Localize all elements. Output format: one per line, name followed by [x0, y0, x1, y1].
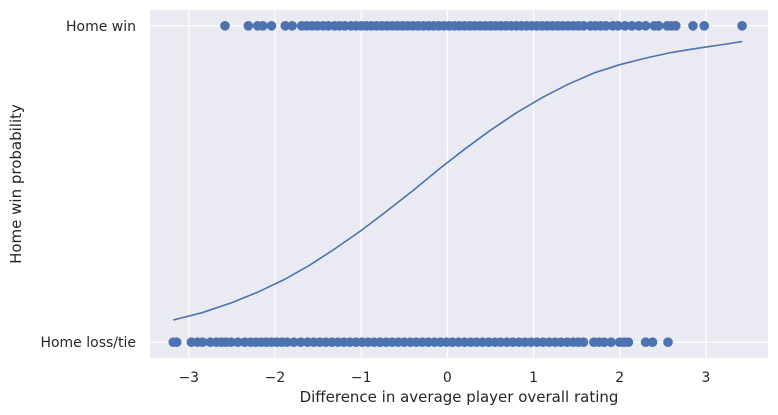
x-tick-label: 0 — [443, 370, 452, 386]
x-tick-label: 1 — [529, 370, 538, 386]
data-point — [289, 337, 299, 348]
data-point — [699, 21, 709, 31]
tick-labels: −3 −2 −1 0 1 2 3 Home loss/tie Home win — [40, 19, 710, 386]
data-point — [647, 337, 658, 348]
data-point — [243, 21, 254, 31]
data-point — [599, 337, 609, 348]
data-point — [233, 337, 243, 348]
plot-area — [150, 10, 768, 358]
x-tick-label: −1 — [351, 370, 372, 386]
data-point — [296, 337, 306, 348]
fitted-curve — [173, 40, 743, 321]
data-point — [671, 21, 681, 31]
x-tick-label: −3 — [178, 370, 199, 386]
data-point — [688, 21, 698, 31]
data-point — [171, 337, 182, 348]
y-tick-label: Home win — [66, 19, 136, 35]
data-point — [601, 21, 611, 31]
data-point — [653, 21, 664, 31]
data-point — [220, 21, 230, 31]
data-point — [663, 337, 673, 348]
data-point — [640, 21, 651, 31]
data-point — [623, 337, 634, 348]
data-point — [226, 337, 236, 348]
data-point — [287, 21, 298, 31]
data-point — [737, 21, 747, 31]
data-point — [578, 21, 589, 31]
data-point — [282, 337, 292, 348]
data-point — [627, 21, 637, 31]
y-tick-label: Home loss/tie — [40, 335, 136, 351]
x-tick-label: 2 — [615, 370, 624, 386]
data-point — [633, 21, 644, 31]
data-point — [280, 21, 291, 31]
data-point — [613, 21, 623, 31]
data-point — [620, 21, 630, 31]
data-marks — [168, 21, 747, 348]
data-point — [258, 21, 268, 31]
y-axis-label: Home win probability — [7, 104, 25, 264]
data-point — [197, 337, 208, 348]
data-point — [578, 337, 589, 348]
x-tick-label: 3 — [701, 370, 710, 386]
x-axis-label: Difference in average player overall rat… — [300, 388, 619, 406]
data-point — [640, 337, 651, 348]
data-point — [266, 21, 277, 31]
data-point — [606, 337, 616, 348]
x-tick-label: −2 — [265, 370, 286, 386]
